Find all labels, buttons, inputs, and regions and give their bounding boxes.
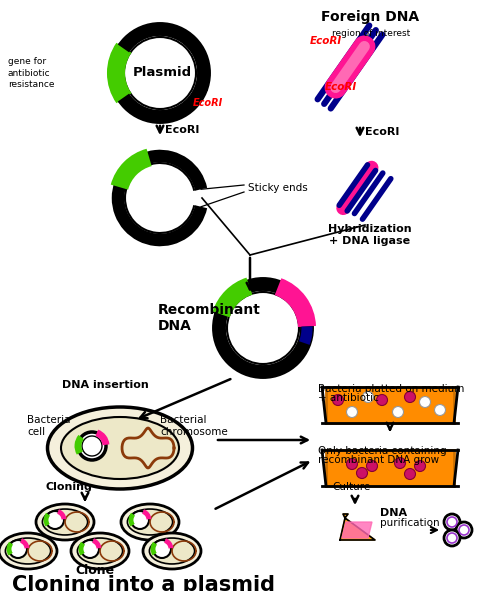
Text: Bacteria
cell: Bacteria cell [27, 415, 71, 437]
Circle shape [420, 397, 431, 408]
Circle shape [347, 459, 358, 469]
Text: Culture: Culture [332, 482, 370, 492]
Text: purification: purification [380, 518, 440, 528]
Text: Bacteria platted on medium: Bacteria platted on medium [318, 384, 464, 394]
Text: Only bacteria containing: Only bacteria containing [318, 446, 446, 456]
Text: EcoRI: EcoRI [165, 125, 199, 135]
Circle shape [78, 432, 106, 460]
FancyBboxPatch shape [326, 450, 454, 486]
Polygon shape [340, 514, 375, 540]
Text: Foreign DNA: Foreign DNA [321, 10, 419, 24]
Circle shape [362, 391, 373, 402]
Text: Recombinant
DNA: Recombinant DNA [158, 303, 261, 333]
Text: EcoRI: EcoRI [310, 36, 342, 46]
Ellipse shape [0, 533, 57, 569]
Circle shape [444, 514, 460, 530]
Polygon shape [342, 522, 372, 538]
Circle shape [393, 407, 404, 417]
Text: + antibiotic: + antibiotic [318, 393, 379, 403]
Ellipse shape [36, 504, 94, 540]
Circle shape [46, 511, 64, 529]
Ellipse shape [121, 504, 179, 540]
Circle shape [116, 29, 204, 117]
Circle shape [376, 395, 387, 405]
Circle shape [81, 540, 99, 558]
Circle shape [9, 540, 27, 558]
Circle shape [219, 284, 307, 372]
Ellipse shape [71, 533, 129, 569]
Text: EcoRI: EcoRI [325, 82, 357, 92]
Text: EcoRI: EcoRI [365, 127, 399, 137]
Circle shape [405, 469, 416, 479]
Text: Cloning: Cloning [45, 482, 92, 492]
Circle shape [444, 530, 460, 546]
FancyBboxPatch shape [326, 387, 454, 423]
Text: Sticky ends: Sticky ends [248, 183, 308, 193]
Text: region of interest: region of interest [332, 30, 410, 38]
Text: EcoRI: EcoRI [193, 98, 223, 108]
Circle shape [405, 391, 416, 402]
Ellipse shape [77, 538, 122, 564]
Circle shape [153, 540, 171, 558]
Ellipse shape [48, 407, 192, 489]
Circle shape [434, 404, 445, 415]
Ellipse shape [149, 538, 194, 564]
Circle shape [456, 522, 472, 538]
Ellipse shape [61, 417, 179, 479]
Text: recombinant DNA grow: recombinant DNA grow [318, 455, 439, 465]
Circle shape [333, 395, 344, 405]
Ellipse shape [143, 533, 201, 569]
Circle shape [367, 460, 377, 472]
Text: Hybridization
+ DNA ligase: Hybridization + DNA ligase [328, 224, 412, 246]
Text: Bacterial
chromosome: Bacterial chromosome [160, 415, 228, 437]
Ellipse shape [42, 509, 88, 535]
Circle shape [357, 467, 368, 479]
Ellipse shape [127, 509, 173, 535]
Text: gene for
antibiotic
resistance: gene for antibiotic resistance [8, 57, 55, 89]
Ellipse shape [5, 538, 50, 564]
Text: DNA: DNA [380, 508, 407, 518]
Text: Plasmid: Plasmid [132, 67, 192, 80]
Text: Clone: Clone [75, 564, 115, 577]
Circle shape [131, 511, 149, 529]
Text: Cloning into a plasmid: Cloning into a plasmid [12, 575, 275, 591]
Circle shape [415, 460, 425, 472]
Circle shape [347, 407, 358, 417]
Circle shape [395, 457, 406, 469]
Text: DNA insertion: DNA insertion [62, 380, 149, 390]
